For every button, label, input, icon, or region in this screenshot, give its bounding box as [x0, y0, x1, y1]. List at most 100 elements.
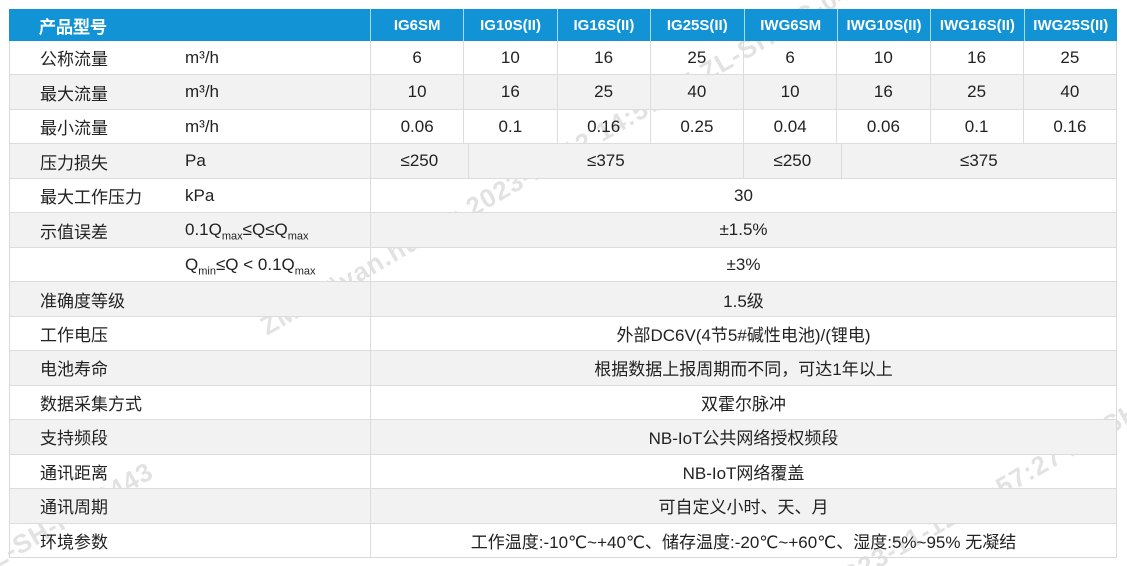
header-cell-model-iwg25sii: IWG25S(II)	[1023, 9, 1117, 41]
row-unit: m³/h	[185, 82, 219, 102]
table-row: 通讯周期 可自定义小时、天、月	[10, 488, 1116, 523]
row-header: 示值误差 0.1Qmax≤Q≤Qmax	[10, 213, 370, 246]
spec-value-cell: 6	[370, 41, 463, 75]
row-cells: ±1.5%	[370, 213, 1116, 247]
spec-value-cell: 0.1	[929, 109, 1023, 144]
spec-value-cell: NB-IoT公共网络授权频段	[370, 420, 1116, 454]
row-label: 示值误差	[40, 222, 108, 242]
row-cells: 外部DC6V(4节5#碱性电池)/(锂电)	[370, 316, 1116, 351]
row-cells: 30	[370, 178, 1116, 213]
spec-value-cell: 16	[463, 75, 556, 109]
row-unit: Pa	[185, 151, 206, 171]
row-header: 环境参数	[10, 524, 370, 557]
table-row: 准确度等级 1.5级	[10, 281, 1116, 316]
header-cell-model-ig16sii: IG16S(II)	[556, 9, 650, 41]
row-header: 工作电压	[10, 317, 370, 350]
row-header: 最大工作压力 kPa	[10, 179, 370, 212]
row-label: 公称流量	[40, 50, 108, 70]
spec-value-cell: 16	[929, 41, 1023, 75]
row-cells: 1.5级	[370, 282, 1116, 316]
row-header: 支持频段	[10, 420, 370, 453]
row-label: 最小流量	[40, 119, 108, 139]
row-header: 电池寿命	[10, 351, 370, 384]
table-body: 公称流量 m³/h 6 10 16 25 6 10 16 25 最大流量 m³/h 10 16 25 40 10…	[9, 41, 1117, 558]
row-label: 支持频段	[40, 429, 108, 449]
row-label: 工作电压	[40, 325, 108, 345]
header-cell-model-ig10sii: IG10S(II)	[463, 9, 556, 41]
row-unit: m³/h	[185, 116, 219, 136]
table-row: 压力损失 Pa ≤250 ≤375 ≤250 ≤375	[10, 143, 1116, 178]
spec-value-cell: 0.25	[649, 109, 743, 144]
spec-value-cell: 40	[649, 75, 743, 109]
row-unit: 0.1Qmax≤Q≤Qmax	[185, 220, 309, 243]
row-label: 环境参数	[40, 532, 108, 552]
header-cell-model-ig25sii: IG25S(II)	[650, 9, 743, 41]
row-cells: ≤250 ≤375 ≤250 ≤375	[370, 144, 1116, 178]
table-row: 工作电压 外部DC6V(4节5#碱性电池)/(锂电)	[10, 315, 1116, 351]
spec-value-cell: 0.16	[556, 109, 650, 144]
spec-value-cell: 0.06	[370, 109, 463, 144]
spec-value-cell: ≤375	[840, 144, 1116, 178]
row-label: 通讯距离	[40, 463, 108, 483]
spec-value-cell: 10	[370, 75, 463, 109]
row-unit: kPa	[185, 185, 215, 205]
spec-value-cell: 可自定义小时、天、月	[370, 489, 1116, 523]
spec-value-cell: 0.16	[1022, 109, 1116, 144]
row-cells: 0.06 0.1 0.16 0.25 0.04 0.06 0.1 0.16	[370, 109, 1116, 144]
row-header: Qmin≤Q < 0.1Qmax	[10, 248, 370, 281]
spec-value-cell: ±3%	[370, 247, 1116, 282]
spec-value-cell: 25	[556, 75, 650, 109]
table-row: 数据采集方式 双霍尔脉冲	[10, 384, 1116, 420]
spec-value-cell: 1.5级	[370, 282, 1116, 316]
spec-value-cell: 0.1	[463, 109, 556, 144]
table-row: 支持频段 NB-IoT公共网络授权频段	[10, 419, 1116, 454]
row-label: 最大流量	[40, 84, 108, 104]
spec-value-cell: 16	[556, 41, 650, 75]
row-header: 压力损失 Pa	[10, 144, 370, 177]
row-header: 准确度等级	[10, 282, 370, 315]
header-cell-model-ig6sm: IG6SM	[370, 9, 463, 41]
row-cells: 根据数据上报周期而不同，可达1年以上	[370, 351, 1116, 385]
spec-value-cell: ≤375	[467, 144, 743, 178]
spec-value-cell: 10	[463, 41, 556, 75]
table-header-row: 产品型号 IG6SM IG10S(II) IG16S(II) IG25S(II) IWG…	[9, 9, 1117, 41]
spec-value-cell: NB-IoT网络覆盖	[370, 454, 1116, 489]
row-header: 公称流量 m³/h	[10, 41, 370, 74]
row-cells: 双霍尔脉冲	[370, 385, 1116, 420]
table-row: 示值误差 0.1Qmax≤Q≤Qmax ±1.5%	[10, 212, 1116, 247]
product-spec-table: 产品型号 IG6SM IG10S(II) IG16S(II) IG25S(II) IWG…	[9, 9, 1117, 558]
spec-value-cell: 工作温度:-10℃~+40℃、储存温度:-20℃~+60℃、湿度:5%~95% …	[370, 523, 1116, 558]
row-label: 压力损失	[40, 153, 108, 173]
spec-value-cell: 6	[743, 41, 836, 75]
spec-value-cell: 30	[370, 178, 1116, 213]
spec-value-cell: 16	[836, 75, 929, 109]
row-cells: 可自定义小时、天、月	[370, 489, 1116, 523]
spec-value-cell: ≤250	[370, 144, 468, 178]
row-header: 通讯距离	[10, 455, 370, 488]
row-header: 最大流量 m³/h	[10, 75, 370, 108]
table-row: 最大工作压力 kPa 30	[10, 177, 1116, 213]
spec-value-cell: 双霍尔脉冲	[370, 385, 1116, 420]
spec-value-cell: 25	[929, 75, 1023, 109]
row-cells: 6 10 16 25 6 10 16 25	[370, 41, 1116, 75]
row-cells: 10 16 25 40 10 16 25 40	[370, 75, 1116, 109]
row-header: 数据采集方式	[10, 386, 370, 419]
row-cells: NB-IoT公共网络授权频段	[370, 420, 1116, 454]
header-cell-product-model: 产品型号	[39, 17, 107, 37]
header-cell-model-iwg6sm: IWG6SM	[743, 9, 837, 41]
spec-value-cell: 10	[743, 75, 836, 109]
row-cells: 工作温度:-10℃~+40℃、储存温度:-20℃~+60℃、湿度:5%~95% …	[370, 523, 1116, 558]
spec-value-cell: 25	[1022, 41, 1116, 75]
spec-value-cell: 0.04	[743, 109, 836, 144]
row-label: 通讯周期	[40, 498, 108, 518]
row-label: 数据采集方式	[40, 394, 142, 414]
row-unit: m³/h	[185, 47, 219, 67]
row-header: 通讯周期	[10, 489, 370, 522]
row-cells: ±3%	[370, 247, 1116, 282]
table-row: 电池寿命 根据数据上报周期而不同，可达1年以上	[10, 350, 1116, 385]
spec-value-cell: 根据数据上报周期而不同，可达1年以上	[370, 351, 1116, 385]
spec-value-cell: 40	[1022, 75, 1116, 109]
row-header: 最小流量 m³/h	[10, 110, 370, 143]
table-row: 通讯距离 NB-IoT网络覆盖	[10, 453, 1116, 489]
